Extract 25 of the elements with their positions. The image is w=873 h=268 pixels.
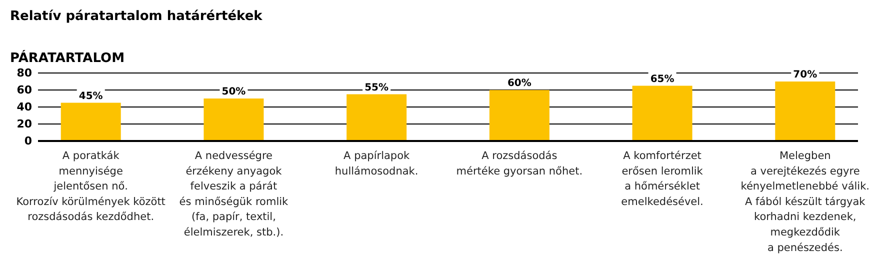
bar xyxy=(489,90,550,141)
y-axis-title: PÁRATARTALOM xyxy=(10,49,125,66)
x-tick-label: A poratkák mennyisége jelentősen nő. Korrozív körülmények között rozsdásodás kezdődhet. xyxy=(16,150,166,224)
bar xyxy=(60,102,121,141)
bar xyxy=(204,98,264,141)
y-tick-label: 40 xyxy=(16,100,32,114)
bar xyxy=(775,82,836,141)
data-label: 50% xyxy=(222,86,246,98)
x-tick-label: A rozsdásodás mértéke gyorsan nőhet. xyxy=(456,150,583,178)
chart-title: Relatív páratartalom határértékek xyxy=(10,9,263,24)
bar xyxy=(346,94,407,141)
data-label: 55% xyxy=(364,82,389,94)
data-label: 45% xyxy=(78,90,103,102)
data-label: 65% xyxy=(650,74,674,85)
x-tick-label: A komfortérzet erősen leromlik a hőmérséklet emelkedésével. xyxy=(621,150,704,208)
x-tick-label: Melegben a verejtékezés egyre kényelmetlenebbé válik. A fából készült tárgyak korhadni kezdenek, megkezdődik a penészedés. xyxy=(740,150,870,254)
x-tick-label: A papírlapok hullámosodnak. xyxy=(334,150,418,178)
bar xyxy=(632,86,692,141)
y-tick-label: 60 xyxy=(16,84,32,97)
data-label: 60% xyxy=(507,78,532,89)
y-tick-label: 80 xyxy=(16,66,32,80)
y-tick-label: 20 xyxy=(16,118,32,131)
x-tick-label: A nedvességre érzékeny anyagok felveszik a párát és minőségük romlik (fa, papír, textil, élelmiszerek, stb.). xyxy=(179,150,290,238)
y-tick-label: 0 xyxy=(24,134,32,148)
data-label: 70% xyxy=(793,70,818,80)
